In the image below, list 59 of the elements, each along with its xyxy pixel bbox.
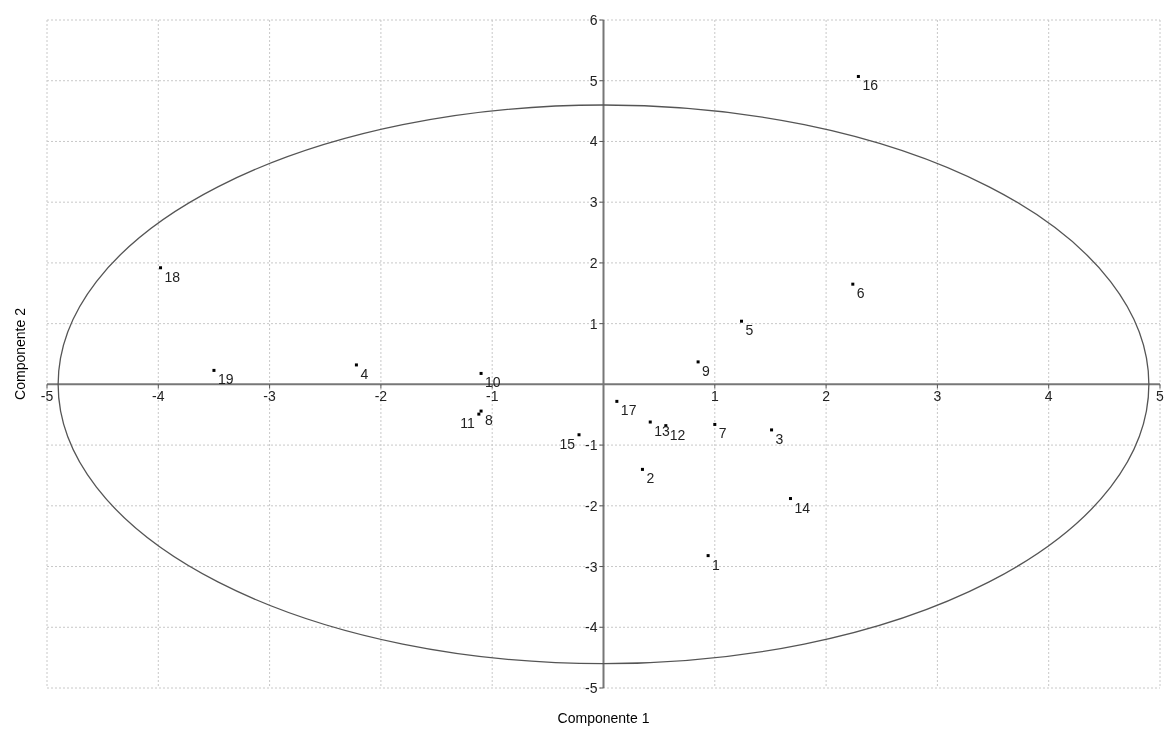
point <box>354 363 358 367</box>
annotation: 19 <box>217 371 234 388</box>
x-tick-label: -2 <box>374 388 388 405</box>
y-tick-label: -4 <box>585 619 598 636</box>
point <box>640 467 644 471</box>
y-tick-label: -5 <box>585 680 598 696</box>
x-tick-label: 2 <box>822 388 831 405</box>
annotation: 15 <box>559 435 576 452</box>
point <box>212 368 216 372</box>
point <box>788 497 792 501</box>
point <box>856 74 860 78</box>
x-tick-label: 3 <box>933 388 942 405</box>
y-tick-label: 2 <box>589 254 598 271</box>
x-tick-label: 1 <box>710 388 719 405</box>
x-tick-label: -1 <box>485 388 499 405</box>
x-tick-label: -3 <box>263 388 277 405</box>
y-tick-label: 1 <box>589 315 598 332</box>
annotation: 16 <box>862 77 879 94</box>
annotation: 3 <box>775 430 784 447</box>
annotation: 7 <box>718 425 727 442</box>
annotation: 14 <box>794 499 811 516</box>
x-axis-title: Componente 1 <box>556 710 651 726</box>
y-tick-label: 6 <box>589 12 598 28</box>
point <box>770 428 774 432</box>
x-tick-label: 5 <box>1156 388 1165 405</box>
y-tick-label: -1 <box>585 437 598 454</box>
annotation: 12 <box>669 426 686 443</box>
annotation: 4 <box>360 365 369 382</box>
y-axis-title: Componente 2 <box>12 308 28 400</box>
point <box>479 409 483 413</box>
x-tick-label: -5 <box>40 388 54 405</box>
annotation: 6 <box>856 285 865 302</box>
annotation: 1 <box>712 556 721 573</box>
point <box>615 399 619 403</box>
point <box>648 420 652 424</box>
point <box>159 266 163 270</box>
point <box>740 319 744 323</box>
annotation: 17 <box>620 402 637 419</box>
y-tick-label: 3 <box>589 194 598 211</box>
point <box>706 554 710 558</box>
y-tick-label: -3 <box>585 558 598 575</box>
annotation: 5 <box>745 322 754 339</box>
x-tick-label: -4 <box>152 388 165 405</box>
point <box>851 282 855 286</box>
annotation: 18 <box>164 268 181 285</box>
y-tick-label: 4 <box>589 133 598 150</box>
annotation: 13 <box>654 423 671 440</box>
y-tick-label: 5 <box>589 72 598 89</box>
annotation: 11 <box>460 415 476 432</box>
point <box>713 422 717 426</box>
point <box>696 360 700 364</box>
annotation: 9 <box>702 362 711 379</box>
annotation: 2 <box>646 470 655 487</box>
x-tick-label: 4 <box>1044 388 1053 405</box>
y-tick-label: -2 <box>585 497 598 514</box>
annotation: 8 <box>485 412 494 429</box>
point <box>477 412 481 416</box>
point <box>479 371 483 375</box>
point <box>577 433 581 437</box>
